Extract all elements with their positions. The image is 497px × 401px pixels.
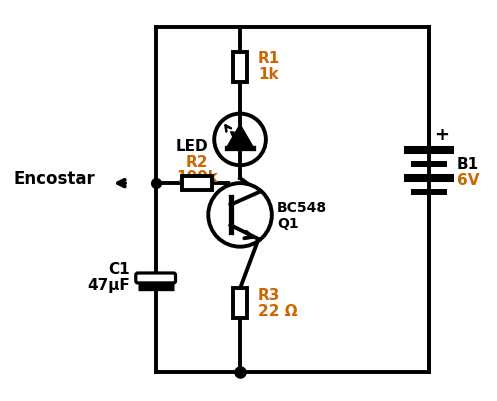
Text: 100k: 100k (176, 169, 218, 184)
Text: Q1: Q1 (277, 216, 298, 230)
Text: R3: R3 (258, 287, 280, 302)
Text: 1k: 1k (258, 67, 278, 82)
Text: 47μF: 47μF (87, 277, 130, 292)
Circle shape (214, 114, 266, 166)
Text: +: + (434, 126, 449, 144)
Text: BC548: BC548 (277, 200, 327, 215)
Text: C1: C1 (108, 261, 130, 276)
Text: R1: R1 (258, 51, 280, 66)
Circle shape (208, 184, 272, 247)
Text: LED: LED (175, 138, 208, 154)
Bar (233, 53, 247, 83)
Bar (182, 177, 212, 190)
Text: B1: B1 (457, 156, 479, 171)
Text: 22 Ω: 22 Ω (258, 303, 298, 318)
Polygon shape (227, 125, 253, 148)
FancyBboxPatch shape (136, 273, 175, 283)
Text: R2: R2 (186, 154, 209, 169)
Text: 6V: 6V (457, 172, 479, 187)
Bar (233, 289, 247, 318)
Text: Encostar: Encostar (13, 170, 95, 188)
